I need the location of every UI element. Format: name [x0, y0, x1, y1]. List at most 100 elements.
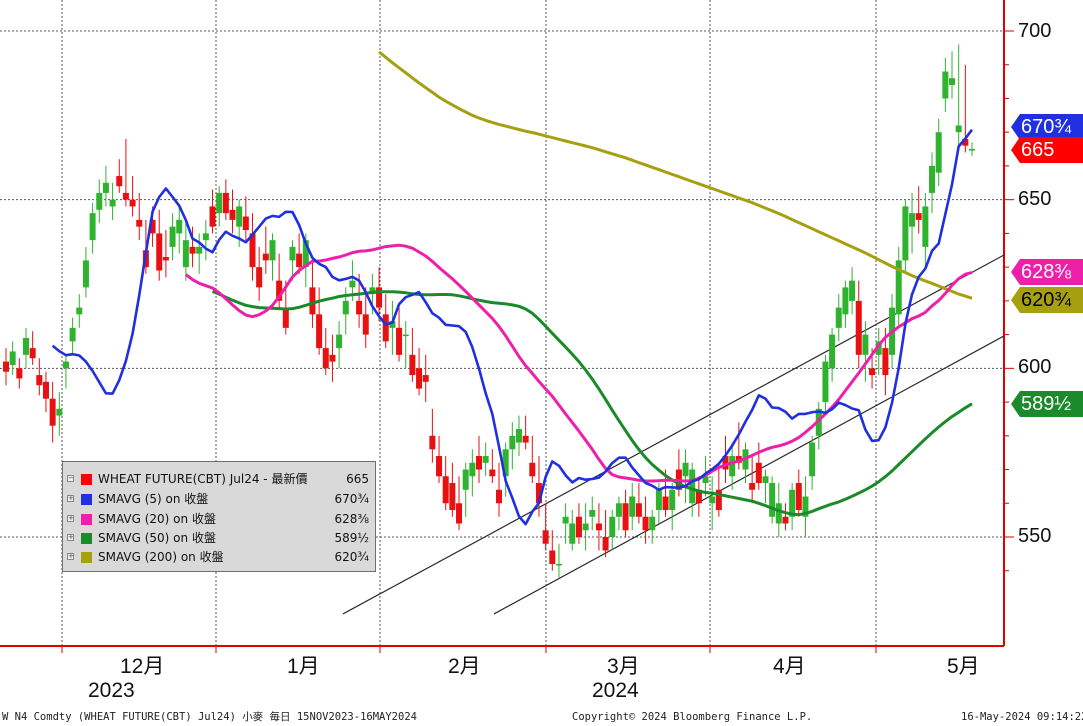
- legend-label: SMAVG (20) on 收盤: [98, 512, 216, 526]
- candle-body: [589, 510, 596, 517]
- legend-item[interactable]: + SMAVG (20) on 收盤 628⅜: [67, 510, 369, 529]
- y-tick-label: 600: [1018, 356, 1052, 378]
- candle-body: [102, 182, 109, 193]
- candle-body: [476, 456, 483, 470]
- candle-body: [189, 246, 196, 254]
- candle-body: [396, 327, 403, 355]
- candle-body: [802, 496, 809, 517]
- candle-body: [122, 192, 129, 200]
- trend-line: [493, 335, 1005, 615]
- candle-body: [789, 489, 796, 517]
- candle-body: [875, 341, 882, 355]
- candle-body: [762, 476, 769, 484]
- candle-body: [76, 307, 83, 315]
- candle-body: [722, 456, 729, 470]
- candle-body: [942, 71, 949, 99]
- chart-legend[interactable]: − WHEAT FUTURE(CBT) Jul24 - 最新價 665 + SM…: [62, 461, 376, 572]
- candle-body: [9, 351, 16, 365]
- candle-body: [782, 516, 789, 524]
- expand-icon[interactable]: +: [67, 494, 74, 502]
- candle-body: [662, 496, 669, 511]
- candle-body: [182, 240, 189, 268]
- candle-body: [682, 462, 689, 477]
- candle-body: [482, 456, 489, 463]
- candle-body: [316, 314, 323, 349]
- candle-body: [136, 219, 143, 227]
- candle-body: [549, 550, 556, 564]
- candle-body: [276, 280, 283, 301]
- candle-body: [855, 300, 862, 355]
- candle-body: [695, 489, 702, 504]
- candle-body: [216, 192, 223, 214]
- candle-body: [769, 483, 776, 517]
- candle-body: [509, 435, 516, 450]
- expand-icon[interactable]: +: [67, 514, 74, 522]
- candle-body: [242, 216, 249, 231]
- ma-line-4: [378, 50, 973, 300]
- candle-body: [82, 260, 89, 288]
- y-tick-label: 700: [1018, 20, 1052, 42]
- x-tick-label: 1月: [287, 655, 320, 678]
- collapse-icon[interactable]: −: [67, 474, 74, 482]
- candle-body: [809, 442, 816, 477]
- candle-body: [869, 368, 876, 376]
- legend-item[interactable]: + SMAVG (50) on 收盤 589½: [67, 529, 369, 548]
- candle-body: [535, 483, 542, 504]
- candle-body: [755, 462, 762, 484]
- candle-body: [382, 314, 389, 342]
- legend-value: 665: [346, 472, 369, 486]
- x-tick-label: 2月: [448, 655, 481, 678]
- ma-line-3: [211, 290, 973, 517]
- candle-body: [902, 206, 909, 261]
- candle-body: [522, 435, 529, 443]
- candle-body: [602, 537, 609, 551]
- expand-icon[interactable]: +: [67, 533, 74, 541]
- candlestick-series: [3, 44, 975, 578]
- candle-body: [469, 462, 476, 477]
- candle-body: [296, 253, 303, 268]
- candle-body: [575, 516, 582, 537]
- legend-swatch: [81, 533, 92, 544]
- legend-label: SMAVG (50) on 收盤: [98, 531, 216, 545]
- candle-body: [542, 530, 549, 544]
- legend-swatch: [81, 474, 92, 485]
- legend-label: SMAVG (200) on 收盤: [98, 550, 224, 564]
- ma-line-1: [51, 128, 974, 526]
- legend-value: 628⅜: [334, 512, 369, 526]
- candle-body: [949, 78, 956, 85]
- legend-item[interactable]: − WHEAT FUTURE(CBT) Jul24 - 最新價 665: [67, 470, 369, 489]
- candle-body: [202, 233, 209, 241]
- candle-body: [69, 327, 76, 342]
- candle-body: [342, 300, 349, 315]
- candle-body: [862, 334, 869, 355]
- candle-body: [489, 469, 496, 477]
- candle-body: [356, 300, 363, 315]
- candle-body: [882, 348, 889, 376]
- candle-body: [129, 199, 136, 207]
- candle-body: [302, 240, 309, 268]
- candle-body: [349, 280, 356, 288]
- legend-item[interactable]: + SMAVG (200) on 收盤 620¾: [67, 548, 369, 567]
- candle-body: [669, 489, 676, 511]
- expand-icon[interactable]: +: [67, 552, 74, 560]
- candle-body: [249, 233, 256, 268]
- candle-body: [329, 354, 336, 362]
- candle-body: [935, 132, 942, 173]
- candle-body: [169, 226, 176, 247]
- candle-body: [795, 483, 802, 511]
- legend-item[interactable]: + SMAVG (5) on 收盤 670¾: [67, 490, 369, 509]
- candle-body: [649, 516, 656, 531]
- candle-body: [229, 209, 236, 220]
- candle-body: [642, 516, 649, 531]
- y-tick-label: 550: [1018, 525, 1052, 547]
- candle-body: [196, 246, 203, 254]
- candle-body: [456, 503, 463, 524]
- x-year-label: 2023: [88, 679, 135, 702]
- candle-body: [829, 334, 836, 369]
- footer-ticker: W N4 Comdty (WHEAT FUTURE(CBT) Jul24) 小麥…: [2, 711, 417, 723]
- candle-body: [495, 489, 502, 504]
- candle-body: [409, 354, 416, 376]
- candle-body: [422, 375, 429, 382]
- candle-body: [749, 483, 756, 490]
